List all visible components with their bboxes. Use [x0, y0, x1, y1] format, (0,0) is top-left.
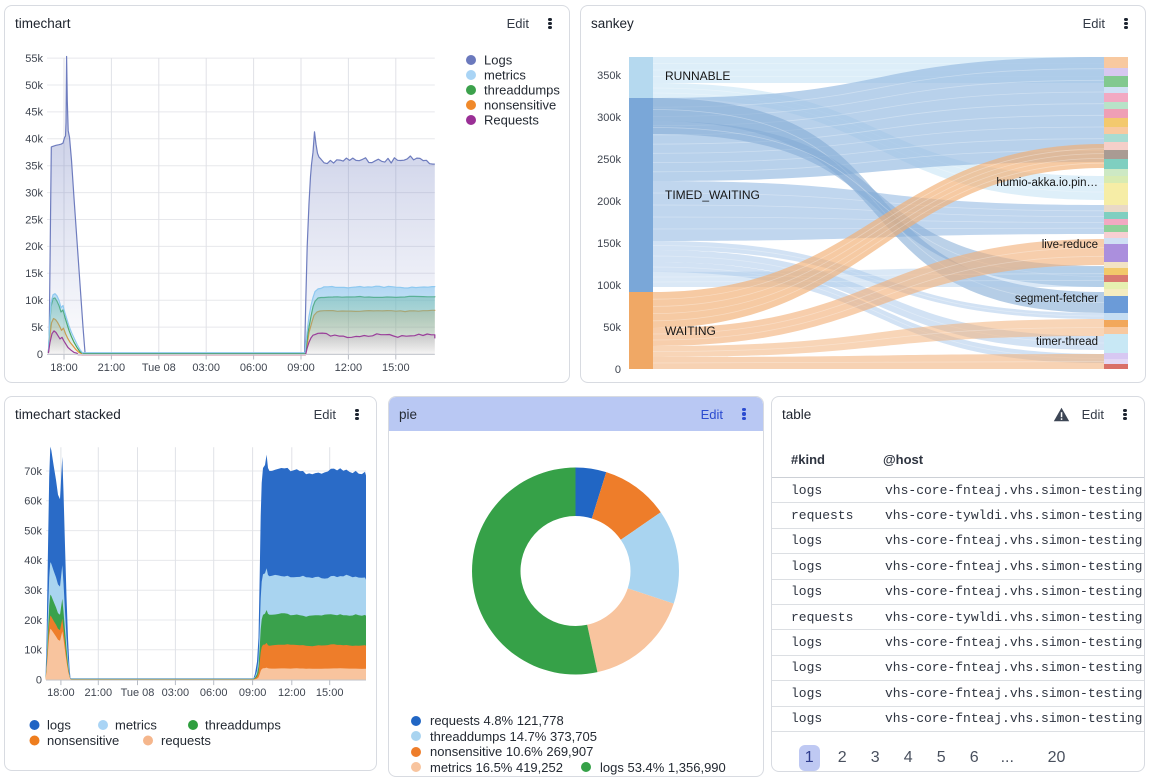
svg-text:Tue 08: Tue 08: [121, 687, 155, 699]
svg-text:55k: 55k: [25, 53, 43, 65]
svg-text:09:00: 09:00: [239, 687, 267, 699]
svg-text:threaddumps: threaddumps: [205, 718, 281, 733]
svg-text:15:00: 15:00: [382, 362, 410, 374]
svg-text:50k: 50k: [24, 525, 42, 537]
svg-text:Requests: Requests: [484, 113, 539, 128]
svg-text:03:00: 03:00: [192, 362, 220, 374]
svg-text:300k: 300k: [597, 112, 621, 124]
svg-text:0: 0: [36, 674, 42, 686]
svg-text:25k: 25k: [25, 214, 43, 226]
svg-text:15k: 15k: [25, 268, 43, 280]
svg-text:15:00: 15:00: [316, 687, 344, 699]
svg-text:60k: 60k: [24, 496, 42, 508]
svg-text:21:00: 21:00: [98, 362, 126, 374]
svg-text:0: 0: [37, 349, 43, 361]
svg-text:50k: 50k: [25, 80, 43, 92]
svg-text:03:00: 03:00: [162, 687, 190, 699]
svg-text:Tue 08: Tue 08: [142, 362, 176, 374]
svg-text:350k: 350k: [597, 70, 621, 82]
svg-text:metrics: metrics: [115, 718, 157, 733]
svg-text:0: 0: [615, 364, 621, 376]
svg-text:45k: 45k: [25, 107, 43, 119]
svg-text:12:00: 12:00: [278, 687, 306, 699]
svg-text:30k: 30k: [25, 187, 43, 199]
svg-text:200k: 200k: [597, 196, 621, 208]
svg-text:segment-fetcher: segment-fetcher: [1015, 293, 1098, 305]
svg-text:21:00: 21:00: [85, 687, 113, 699]
svg-text:18:00: 18:00: [50, 362, 78, 374]
svg-text:09:00: 09:00: [287, 362, 315, 374]
svg-text:40k: 40k: [25, 134, 43, 146]
svg-text:TIMED_WAITING: TIMED_WAITING: [665, 188, 760, 202]
svg-text:40k: 40k: [24, 555, 42, 567]
svg-text:06:00: 06:00: [200, 687, 228, 699]
svg-text:Logs: Logs: [484, 53, 513, 68]
svg-text:06:00: 06:00: [240, 362, 268, 374]
svg-text:20k: 20k: [25, 241, 43, 253]
svg-text:requests: requests: [161, 733, 211, 748]
svg-text:RUNNABLE: RUNNABLE: [665, 69, 730, 83]
svg-text:100k: 100k: [597, 280, 621, 292]
svg-text:nonsensitive: nonsensitive: [47, 733, 119, 748]
svg-text:12:00: 12:00: [335, 362, 363, 374]
svg-text:50k: 50k: [603, 322, 621, 334]
svg-text:timer-thread: timer-thread: [1036, 336, 1098, 348]
svg-text:metrics: metrics: [484, 68, 526, 83]
svg-text:20k: 20k: [24, 615, 42, 627]
svg-text:humio-akka.io.pin…: humio-akka.io.pin…: [996, 177, 1098, 189]
svg-text:logs: logs: [47, 718, 71, 733]
svg-text:WAITING: WAITING: [665, 324, 716, 338]
svg-text:threaddumps: threaddumps: [484, 83, 560, 98]
svg-text:10k: 10k: [24, 645, 42, 657]
svg-text:250k: 250k: [597, 154, 621, 166]
svg-text:18:00: 18:00: [47, 687, 75, 699]
svg-text:150k: 150k: [597, 238, 621, 250]
svg-text:nonsensitive: nonsensitive: [484, 98, 556, 113]
svg-text:35k: 35k: [25, 161, 43, 173]
svg-text:30k: 30k: [24, 585, 42, 597]
svg-text:5k: 5k: [31, 322, 43, 334]
svg-text:10k: 10k: [25, 295, 43, 307]
svg-text:live-reduce: live-reduce: [1042, 239, 1098, 251]
svg-text:70k: 70k: [24, 466, 42, 478]
